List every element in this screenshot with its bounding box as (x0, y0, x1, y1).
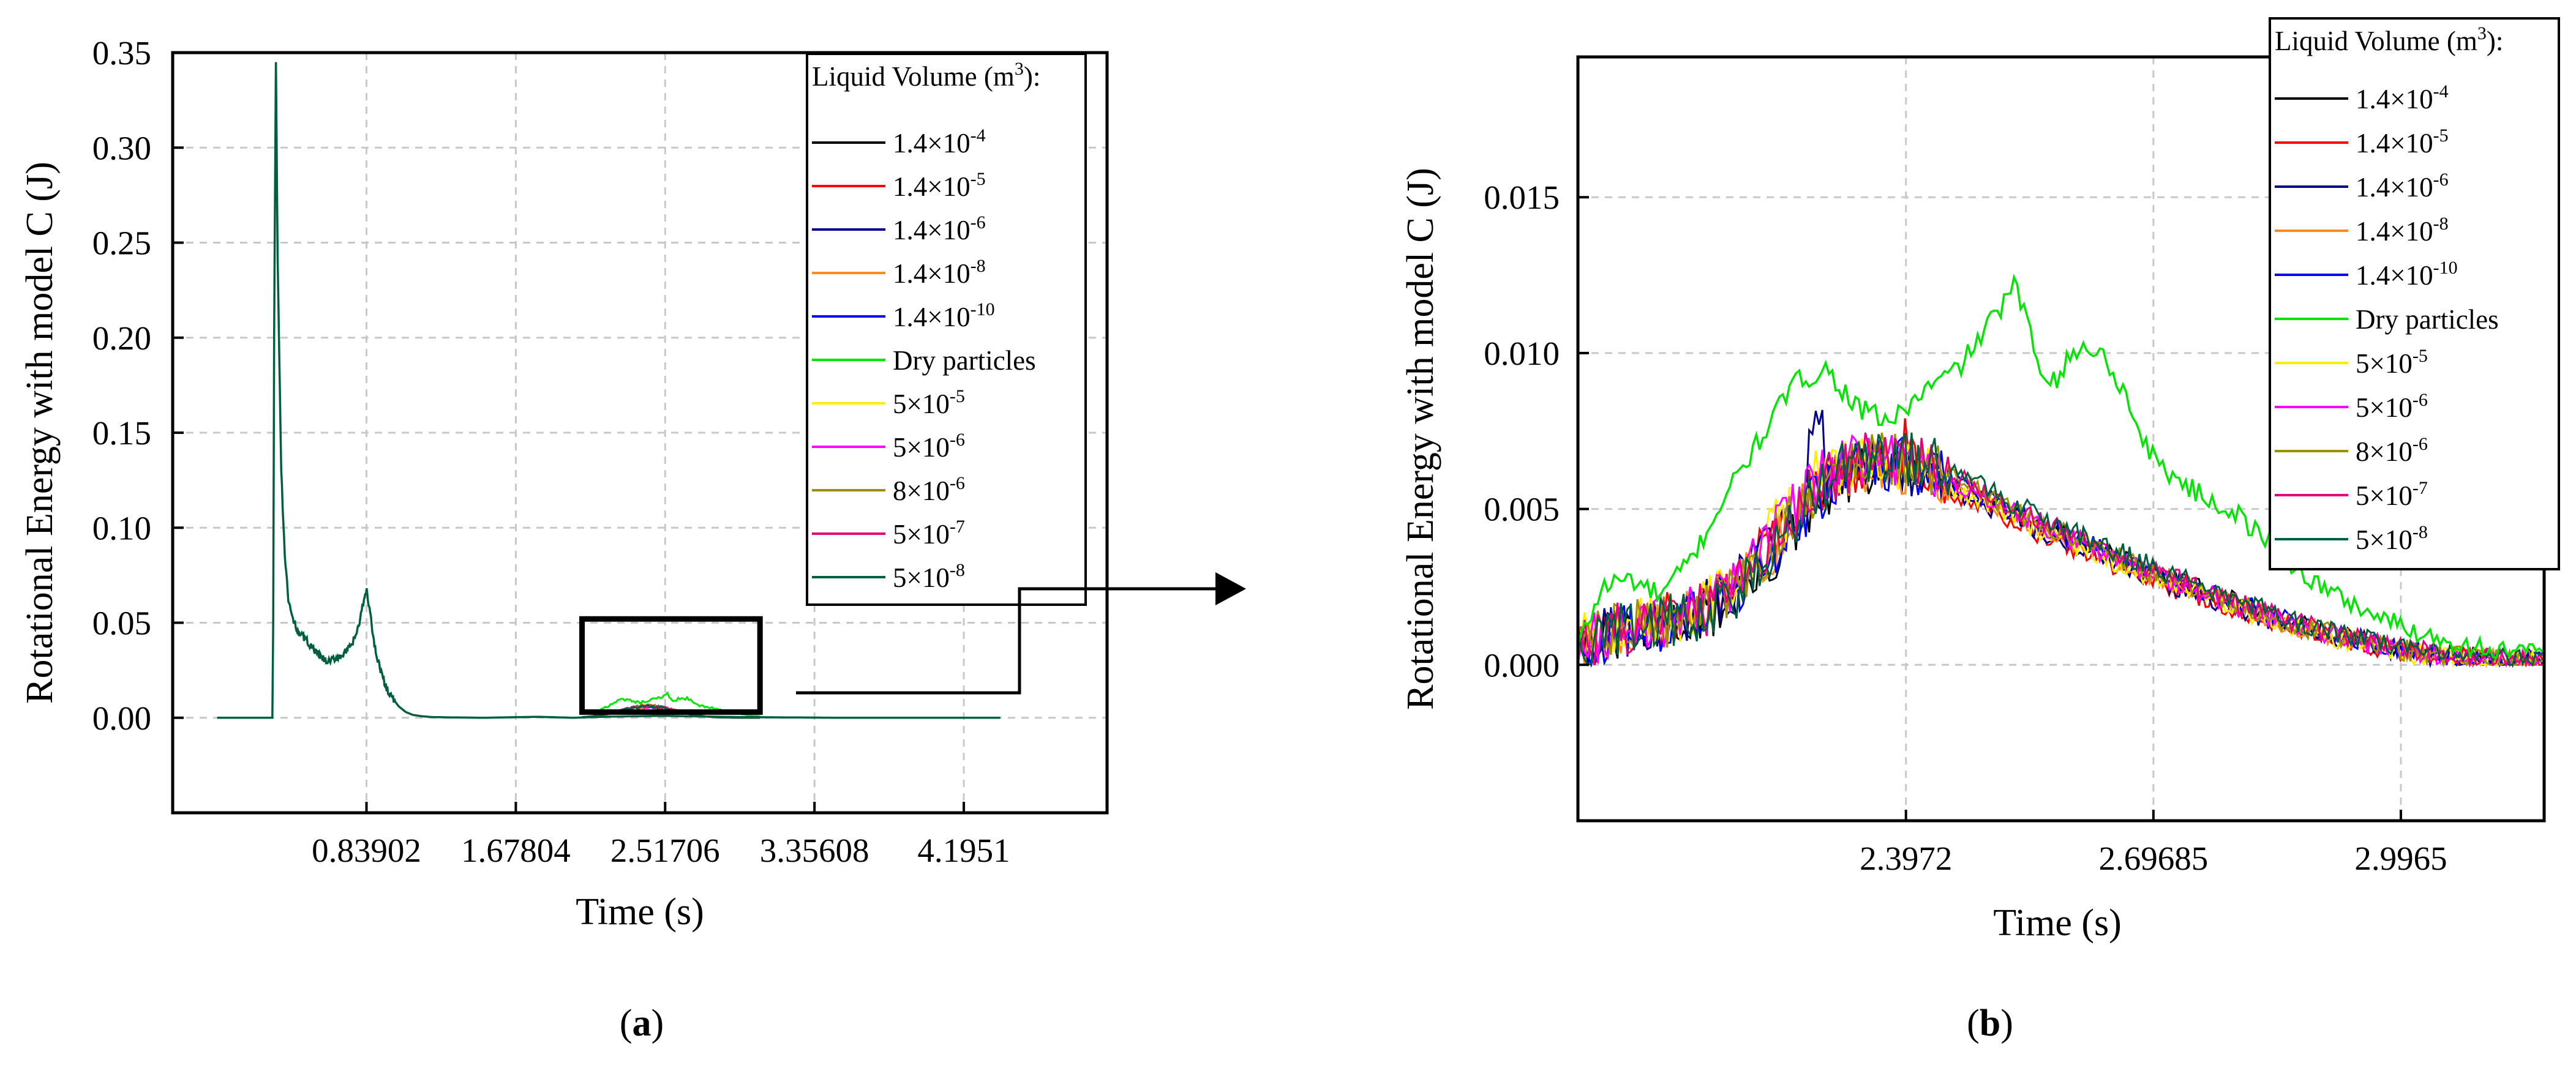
panel-b-y-tick-label: 0.005 (1484, 491, 1560, 528)
panel-a-x-tick-label: 0.83902 (312, 832, 421, 869)
panel-b-y-tick-label: 0.000 (1484, 646, 1560, 684)
panel-a-legend-box (806, 53, 1087, 606)
zoom-connector-line (796, 587, 1231, 695)
panel-b-legend-label: 5×10-6 (2356, 390, 2428, 423)
panel-b-legend: Liquid Volume (m3): 1.4×10-4 1.4×10-5 1.4×1… (2269, 17, 2560, 570)
panel-a-y-tick-label: 0.35 (92, 34, 151, 72)
panel-b-y-axis-label: Rotational Energy with model C (J) (1400, 168, 1441, 710)
panel-a-legend-label: 5×10-7 (893, 517, 965, 550)
panel-a-x-tick-label: 3.35608 (760, 832, 869, 869)
panel-a-legend-label: 5×10-5 (893, 386, 965, 419)
panel-a-x-tick-label: 4.1951 (917, 832, 1010, 869)
panel-b-legend-label: 1.4×10-10 (2356, 258, 2458, 291)
panel-b-legend-label: 1.4×10-8 (2356, 214, 2449, 247)
panel-a-y-axis-label: Rotational Energy with model C (J) (19, 162, 61, 704)
panel-b-y-tick-label: 0.010 (1484, 335, 1560, 372)
zoom-region-box (579, 616, 763, 715)
panel-a-x-tick-label: 2.51706 (610, 832, 720, 869)
panel-a-chart: 0.83902 1.67804 2.51706 3.35608 4.1951 0.00 0.… (19, 34, 1109, 1044)
panel-b-legend-box (2269, 17, 2560, 570)
panel-b-dry-particles-line (1578, 274, 2544, 659)
panel-a-y-tick-label: 0.25 (92, 225, 151, 262)
panel-b-x-tick-label: 2.69685 (2098, 840, 2208, 877)
panel-a-legend-label: 1.4×10-6 (893, 212, 986, 245)
panel-a-legend: Liquid Volume (m3): 1.4×10-4 1.4×10-5 1.4×1… (806, 53, 1087, 606)
panel-b-legend-label: 1.4×10-4 (2356, 81, 2449, 114)
panel-b-x-tick-label: 2.3972 (1860, 840, 1952, 877)
panel-a-ticks: 0.83902 1.67804 2.51706 3.35608 4.1951 0.00 0.… (92, 34, 1010, 869)
panel-b-legend-label: 8×10-6 (2356, 434, 2428, 467)
panel-b-x-tick-label: 2.9965 (2354, 840, 2447, 877)
panel-a-legend-label: 1.4×10-8 (893, 256, 986, 289)
panel-a-caption: (a) (620, 1003, 664, 1044)
panel-b-legend-label: Dry particles (2356, 304, 2499, 335)
panel-a-caption-letter: a (633, 1003, 652, 1044)
panel-a-y-tick-label: 0.00 (92, 700, 151, 737)
panel-b-caption: (b) (1967, 1003, 2013, 1044)
zoom-connector-arrowhead (1215, 572, 1246, 605)
panel-b-legend-label: 1.4×10-5 (2356, 125, 2449, 159)
panel-a-y-tick-label: 0.15 (92, 414, 151, 452)
panel-a-y-tick-label: 0.05 (92, 605, 151, 642)
panel-a-y-tick-label: 0.20 (92, 319, 151, 357)
panel-b-series-line (1578, 432, 2544, 667)
panel-b-x-axis-label: Time (s) (1993, 902, 2122, 944)
panel-a-x-axis-label: Time (s) (576, 891, 704, 933)
panel-a-main-curve (217, 62, 1001, 719)
panel-a-legend-label: 1.4×10-4 (893, 125, 986, 159)
panel-a-legend-label: Dry particles (893, 345, 1036, 376)
panel-b-legend-label: 1.4×10-6 (2356, 170, 2449, 203)
panel-b-caption-letter: b (1980, 1003, 2000, 1044)
panel-b-y-tick-label: 0.015 (1484, 179, 1560, 216)
panel-b-legend-label: 5×10-5 (2356, 346, 2428, 379)
panel-a-legend-label: 5×10-8 (893, 560, 965, 593)
panel-a-y-tick-label: 0.30 (92, 129, 151, 166)
panel-b-chart: 2.3972 2.69685 2.99650.0000.0050.0100.015 … (1400, 17, 2560, 1044)
panel-b-legend-label: 5×10-8 (2356, 522, 2428, 555)
panel-a-y-tick-label: 0.10 (92, 509, 151, 547)
panel-b-legend-title: Liquid Volume (m3): (2275, 23, 2503, 56)
panel-a-x-tick-label: 1.67804 (461, 832, 571, 869)
panel-a-legend-label: 1.4×10-10 (893, 299, 995, 332)
panel-b-legend-label: 5×10-7 (2356, 478, 2428, 511)
panel-a-legend-label: 1.4×10-5 (893, 169, 986, 202)
panel-b-ticks: 2.3972 2.69685 2.9965 0.000 0.005 0.010 0.015 (1484, 179, 2447, 877)
panel-b-series-lines (1578, 274, 2544, 669)
panel-a-legend-title: Liquid Volume (m3): (812, 59, 1040, 92)
panel-a-legend-label: 8×10-6 (893, 473, 965, 506)
panel-a-legend-label: 5×10-6 (893, 430, 965, 463)
